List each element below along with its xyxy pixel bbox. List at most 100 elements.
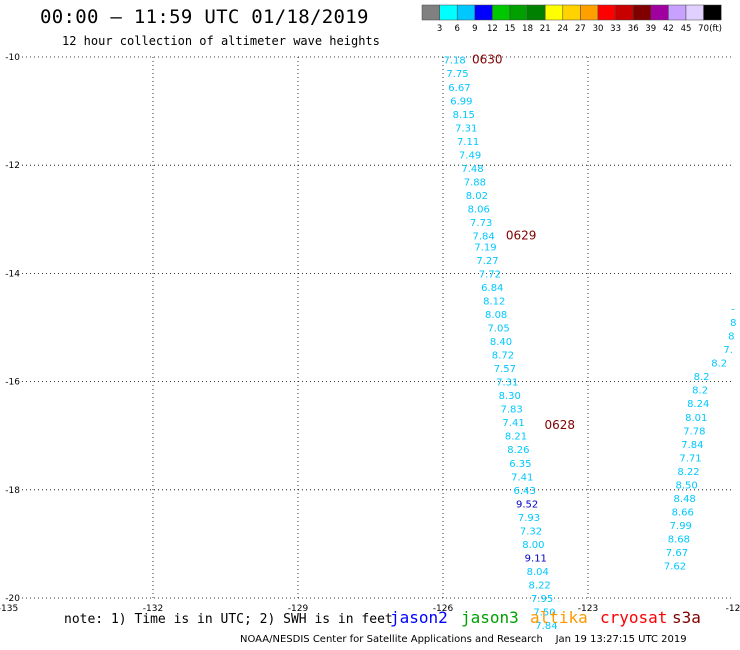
wave-height-value: 7.95 <box>531 594 553 605</box>
wave-height-value: 7.71 <box>679 453 701 464</box>
satellite-label-cryosat: cryosat <box>600 608 668 627</box>
wave-height-value: 8.50 <box>675 480 697 491</box>
footer-credit: NOAA/NESDIS Center for Satellite Applica… <box>240 634 687 645</box>
wave-height-value: 7.84 <box>681 440 703 451</box>
wave-height-value: 6.43 <box>514 486 536 497</box>
satellite-label-altika: altika <box>530 608 588 627</box>
wave-height-value: 8.00 <box>522 540 544 551</box>
wave-height-value: 6.99 <box>450 96 472 107</box>
lat-tick-label: -16 <box>5 378 20 388</box>
wave-height-value: 8.02 <box>466 191 488 202</box>
wave-height-value: 7.75 <box>446 69 468 80</box>
wave-height-value-clipped: 8 <box>728 332 734 343</box>
satellite-label-jason2: jason2 <box>390 608 448 627</box>
lon-tick-label: -126 <box>433 604 454 614</box>
time-label: 0628 <box>545 418 576 432</box>
legend-tick-label: 39 <box>645 24 656 34</box>
legend-tick-label: 9 <box>472 24 477 34</box>
wave-height-value-clipped: 8 <box>730 318 736 329</box>
wave-height-value: 7.18 <box>443 56 465 67</box>
legend-tick-label: 33 <box>610 24 621 34</box>
legend-tick-label: 6 <box>454 24 459 34</box>
lon-tick-label: -132 <box>143 604 163 614</box>
color-legend: 3 6 9 12 15 18 21 24 27 30 33 36 39 42 45 70 (ft) <box>421 4 722 34</box>
wave-height-value: 6.67 <box>448 83 470 94</box>
wave-height-value: 7.48 <box>461 164 483 175</box>
wave-height-value: 7.99 <box>670 521 692 532</box>
wave-height-value: 8.15 <box>453 110 475 121</box>
wave-height-value: 7.41 <box>511 472 533 483</box>
legend-tick-label: 12 <box>487 24 498 34</box>
legend-tick-label: 3 <box>437 24 442 34</box>
lon-tick-label: -123 <box>578 604 598 614</box>
wave-height-value: 8.72 <box>492 351 514 362</box>
legend-tick-label: 27 <box>575 24 586 34</box>
wave-height-value: 7.41 <box>502 418 524 429</box>
wave-height-value: 8.48 <box>674 494 696 505</box>
wave-height-value: 8.40 <box>490 337 512 348</box>
lon-tick-label: -129 <box>288 604 309 614</box>
page-title: 00:00 – 11:59 UTC 01/18/2019 <box>40 6 369 28</box>
wave-height-value: 7.62 <box>664 562 686 573</box>
wave-height-value: 7.93 <box>518 513 540 524</box>
wave-height-value: 6.84 <box>481 283 503 294</box>
legend-unit: (ft) <box>709 24 722 34</box>
page-subtitle: 12 hour collection of altimeter wave hei… <box>62 34 380 48</box>
wave-height-value: 7.50 <box>533 608 555 619</box>
legend-tick-label: 21 <box>540 24 551 34</box>
wave-height-value: 8.01 <box>685 413 707 424</box>
wave-height-value: 7.73 <box>470 218 492 229</box>
legend-tick-label: 70 <box>698 24 709 34</box>
track-pass-1: 7.18 7.75 6.67 6.99 8.15 7.31 7.11 7.49 7.48 7.88… <box>443 56 557 632</box>
wave-height-value: 8.22 <box>529 580 551 591</box>
wave-height-value: 7.88 <box>464 177 486 188</box>
legend-tick-label: 15 <box>505 24 516 34</box>
wave-height-value: 8.68 <box>668 534 690 545</box>
wave-height-value: 8.21 <box>505 432 527 443</box>
wave-height-value: 9.52 <box>516 499 538 510</box>
wave-height-value: 7.31 <box>455 123 477 134</box>
wave-height-value: 8.26 <box>507 445 529 456</box>
wave-height-value-clipped: - <box>731 305 735 316</box>
legend-tick-label: 42 <box>663 24 674 34</box>
wave-height-value: 8.66 <box>672 507 694 518</box>
wave-height-value-clipped: 8.2 <box>711 359 727 370</box>
wave-height-value: 8.06 <box>468 204 490 215</box>
track-pass-2: 8.2 8.2 8.24 8.01 7.78 7.84 7.71 8.22 8.50 8.48 8.… <box>664 372 710 572</box>
legend-tick-label: 18 <box>522 24 533 34</box>
lat-tick-label: -12 <box>5 161 20 171</box>
wave-height-value: 8.24 <box>687 399 709 410</box>
lat-tick-label: -20 <box>5 594 20 604</box>
legend-tick-label: 36 <box>628 24 639 34</box>
legend-tick-label: 30 <box>593 24 604 34</box>
wave-height-value: 7.32 <box>520 526 542 537</box>
legend-tick-label: 24 <box>557 24 568 34</box>
lon-tick-label: -12 <box>726 604 740 614</box>
wave-height-value: 7.83 <box>501 405 523 416</box>
wave-height-value: 9.11 <box>525 553 547 564</box>
wave-height-value: 8.22 <box>677 467 699 478</box>
wave-height-value: 7.72 <box>479 269 501 280</box>
wave-height-value-clipped: 7. <box>723 345 733 356</box>
wave-height-value: 8.04 <box>527 567 549 578</box>
lon-tick-label: -135 <box>0 604 18 614</box>
wave-height-value: 7.05 <box>487 324 509 335</box>
wave-height-value: 8.12 <box>483 296 505 307</box>
wave-height-value: 8.2 <box>694 372 710 383</box>
lat-tick-label: -14 <box>5 269 20 279</box>
wave-height-value: 7.19 <box>474 242 496 253</box>
footer-note: note: 1) Time is in UTC; 2) SWH is in fe… <box>64 612 393 627</box>
wave-height-value: 7.84 <box>535 621 557 632</box>
legend-swatch <box>703 4 722 21</box>
satellite-label-jason3: jason3 <box>461 608 519 627</box>
wave-height-value: 7.11 <box>457 137 479 148</box>
wave-height-value: 7.49 <box>459 150 481 161</box>
time-label: 0629 <box>506 229 537 243</box>
lat-tick-label: -10 <box>5 53 20 63</box>
wave-height-value: 7.78 <box>683 426 705 437</box>
wave-height-value: 8.2 <box>692 386 708 397</box>
legend-tick-label: 45 <box>681 24 692 34</box>
wave-height-value: 6.35 <box>509 459 531 470</box>
